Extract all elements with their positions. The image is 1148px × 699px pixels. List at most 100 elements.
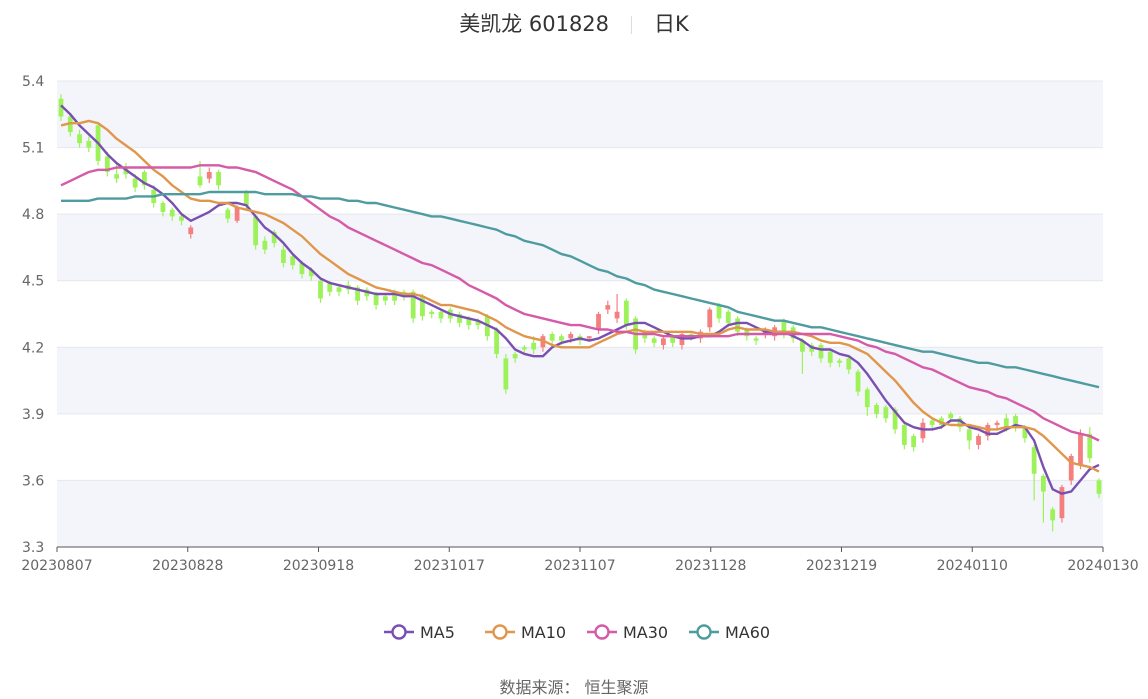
- candle-body: [281, 249, 286, 263]
- grid-lines: [57, 80, 1103, 548]
- candle: [1059, 484, 1065, 523]
- candle-body: [892, 409, 898, 430]
- candle-body: [568, 333, 574, 339]
- legend-item-ma5[interactable]: MA5: [384, 623, 455, 642]
- candle: [290, 254, 296, 270]
- candle: [420, 294, 425, 321]
- candle: [1031, 444, 1037, 501]
- candle-body: [104, 156, 110, 172]
- candle-body: [503, 358, 509, 390]
- candlestick-chart: 5.4 5.1 4.8 4.5 4.2 3.9 3.6 3.3 20230807 2023082…: [21, 74, 1138, 642]
- x-tick-label: 20231107: [544, 558, 615, 574]
- series-line-ma5: [60, 104, 1100, 495]
- candle: [837, 358, 842, 368]
- candle: [494, 327, 499, 359]
- legend-item-ma30[interactable]: MA30: [587, 623, 668, 642]
- candle-body: [966, 429, 972, 441]
- candle: [216, 169, 221, 190]
- candle: [1078, 429, 1083, 470]
- candle-body: [531, 342, 537, 350]
- candle-body: [299, 262, 305, 275]
- x-tick-label: 20240110: [937, 558, 1008, 574]
- candle: [549, 331, 555, 346]
- candle: [169, 207, 175, 221]
- candle: [521, 345, 527, 354]
- legend[interactable]: MA5 MA10 MA30 MA60: [384, 623, 770, 642]
- plot-band: [57, 81, 1103, 148]
- legend-item-ma60[interactable]: MA60: [689, 623, 770, 642]
- candle: [160, 200, 166, 217]
- legend-marker: [594, 624, 610, 640]
- x-tick-label: 20231219: [806, 558, 877, 574]
- candle: [864, 387, 870, 417]
- candle: [929, 418, 935, 430]
- candle-body: [549, 333, 555, 341]
- candle-body: [846, 358, 852, 370]
- candle: [1087, 427, 1093, 463]
- candle: [253, 214, 259, 250]
- candle-body: [327, 282, 333, 292]
- candle-body: [948, 413, 954, 419]
- candle-body: [623, 300, 629, 326]
- x-tick-label: 20231017: [414, 558, 485, 574]
- candle-body: [818, 345, 824, 359]
- candle: [114, 163, 120, 184]
- y-tick-label: 4.8: [22, 207, 44, 223]
- candle: [874, 402, 879, 419]
- candle: [661, 336, 666, 350]
- candle-body: [114, 174, 120, 179]
- candle: [855, 369, 861, 397]
- candle-body: [651, 338, 657, 343]
- candle-body: [1059, 487, 1065, 519]
- candle: [994, 420, 1000, 430]
- y-tick-label: 3.6: [22, 473, 44, 489]
- legend-label: MA30: [623, 623, 668, 642]
- candle: [846, 356, 852, 374]
- candle-body: [661, 338, 666, 346]
- candle-body: [271, 231, 277, 243]
- legend-marker: [696, 624, 712, 640]
- candle-body: [800, 340, 805, 352]
- candle: [142, 169, 147, 190]
- candle: [966, 427, 972, 450]
- candle-body: [142, 171, 147, 186]
- candle-body: [308, 269, 314, 277]
- candle: [104, 152, 110, 177]
- candle-body: [911, 436, 917, 448]
- candle-body: [901, 424, 907, 445]
- candle: [976, 433, 981, 450]
- series-line-ma10: [60, 119, 1100, 473]
- candle-body: [475, 320, 481, 326]
- candle-body: [169, 209, 175, 217]
- candle: [262, 236, 268, 255]
- candle: [336, 285, 342, 297]
- candle-body: [392, 291, 398, 301]
- series-line-ma60: [61, 190, 1100, 389]
- candle: [818, 342, 824, 363]
- candle: [883, 404, 889, 423]
- legend-label: MA10: [521, 623, 566, 642]
- candle-body: [58, 98, 64, 117]
- candle-body: [188, 227, 194, 235]
- candle-body: [929, 420, 935, 425]
- candle-body: [1078, 433, 1083, 465]
- candle: [58, 94, 64, 121]
- candle: [225, 207, 231, 224]
- candle-body: [976, 436, 981, 445]
- legend-label: MA60: [725, 623, 770, 642]
- candle-body: [206, 171, 212, 179]
- candle-body: [429, 311, 435, 314]
- period-label: 日K: [654, 12, 689, 36]
- candle-body: [1003, 418, 1009, 428]
- candle-body: [494, 329, 499, 354]
- candle-body: [1096, 480, 1102, 494]
- candle-body: [1068, 456, 1074, 481]
- plot-band: [57, 480, 1103, 547]
- candle-body: [716, 305, 722, 319]
- candle-body: [382, 296, 388, 301]
- candle: [1068, 453, 1074, 485]
- candle-body: [707, 309, 713, 328]
- candle: [1096, 478, 1102, 499]
- y-tick-label: 5.4: [22, 74, 44, 90]
- legend-item-ma10[interactable]: MA10: [485, 623, 566, 642]
